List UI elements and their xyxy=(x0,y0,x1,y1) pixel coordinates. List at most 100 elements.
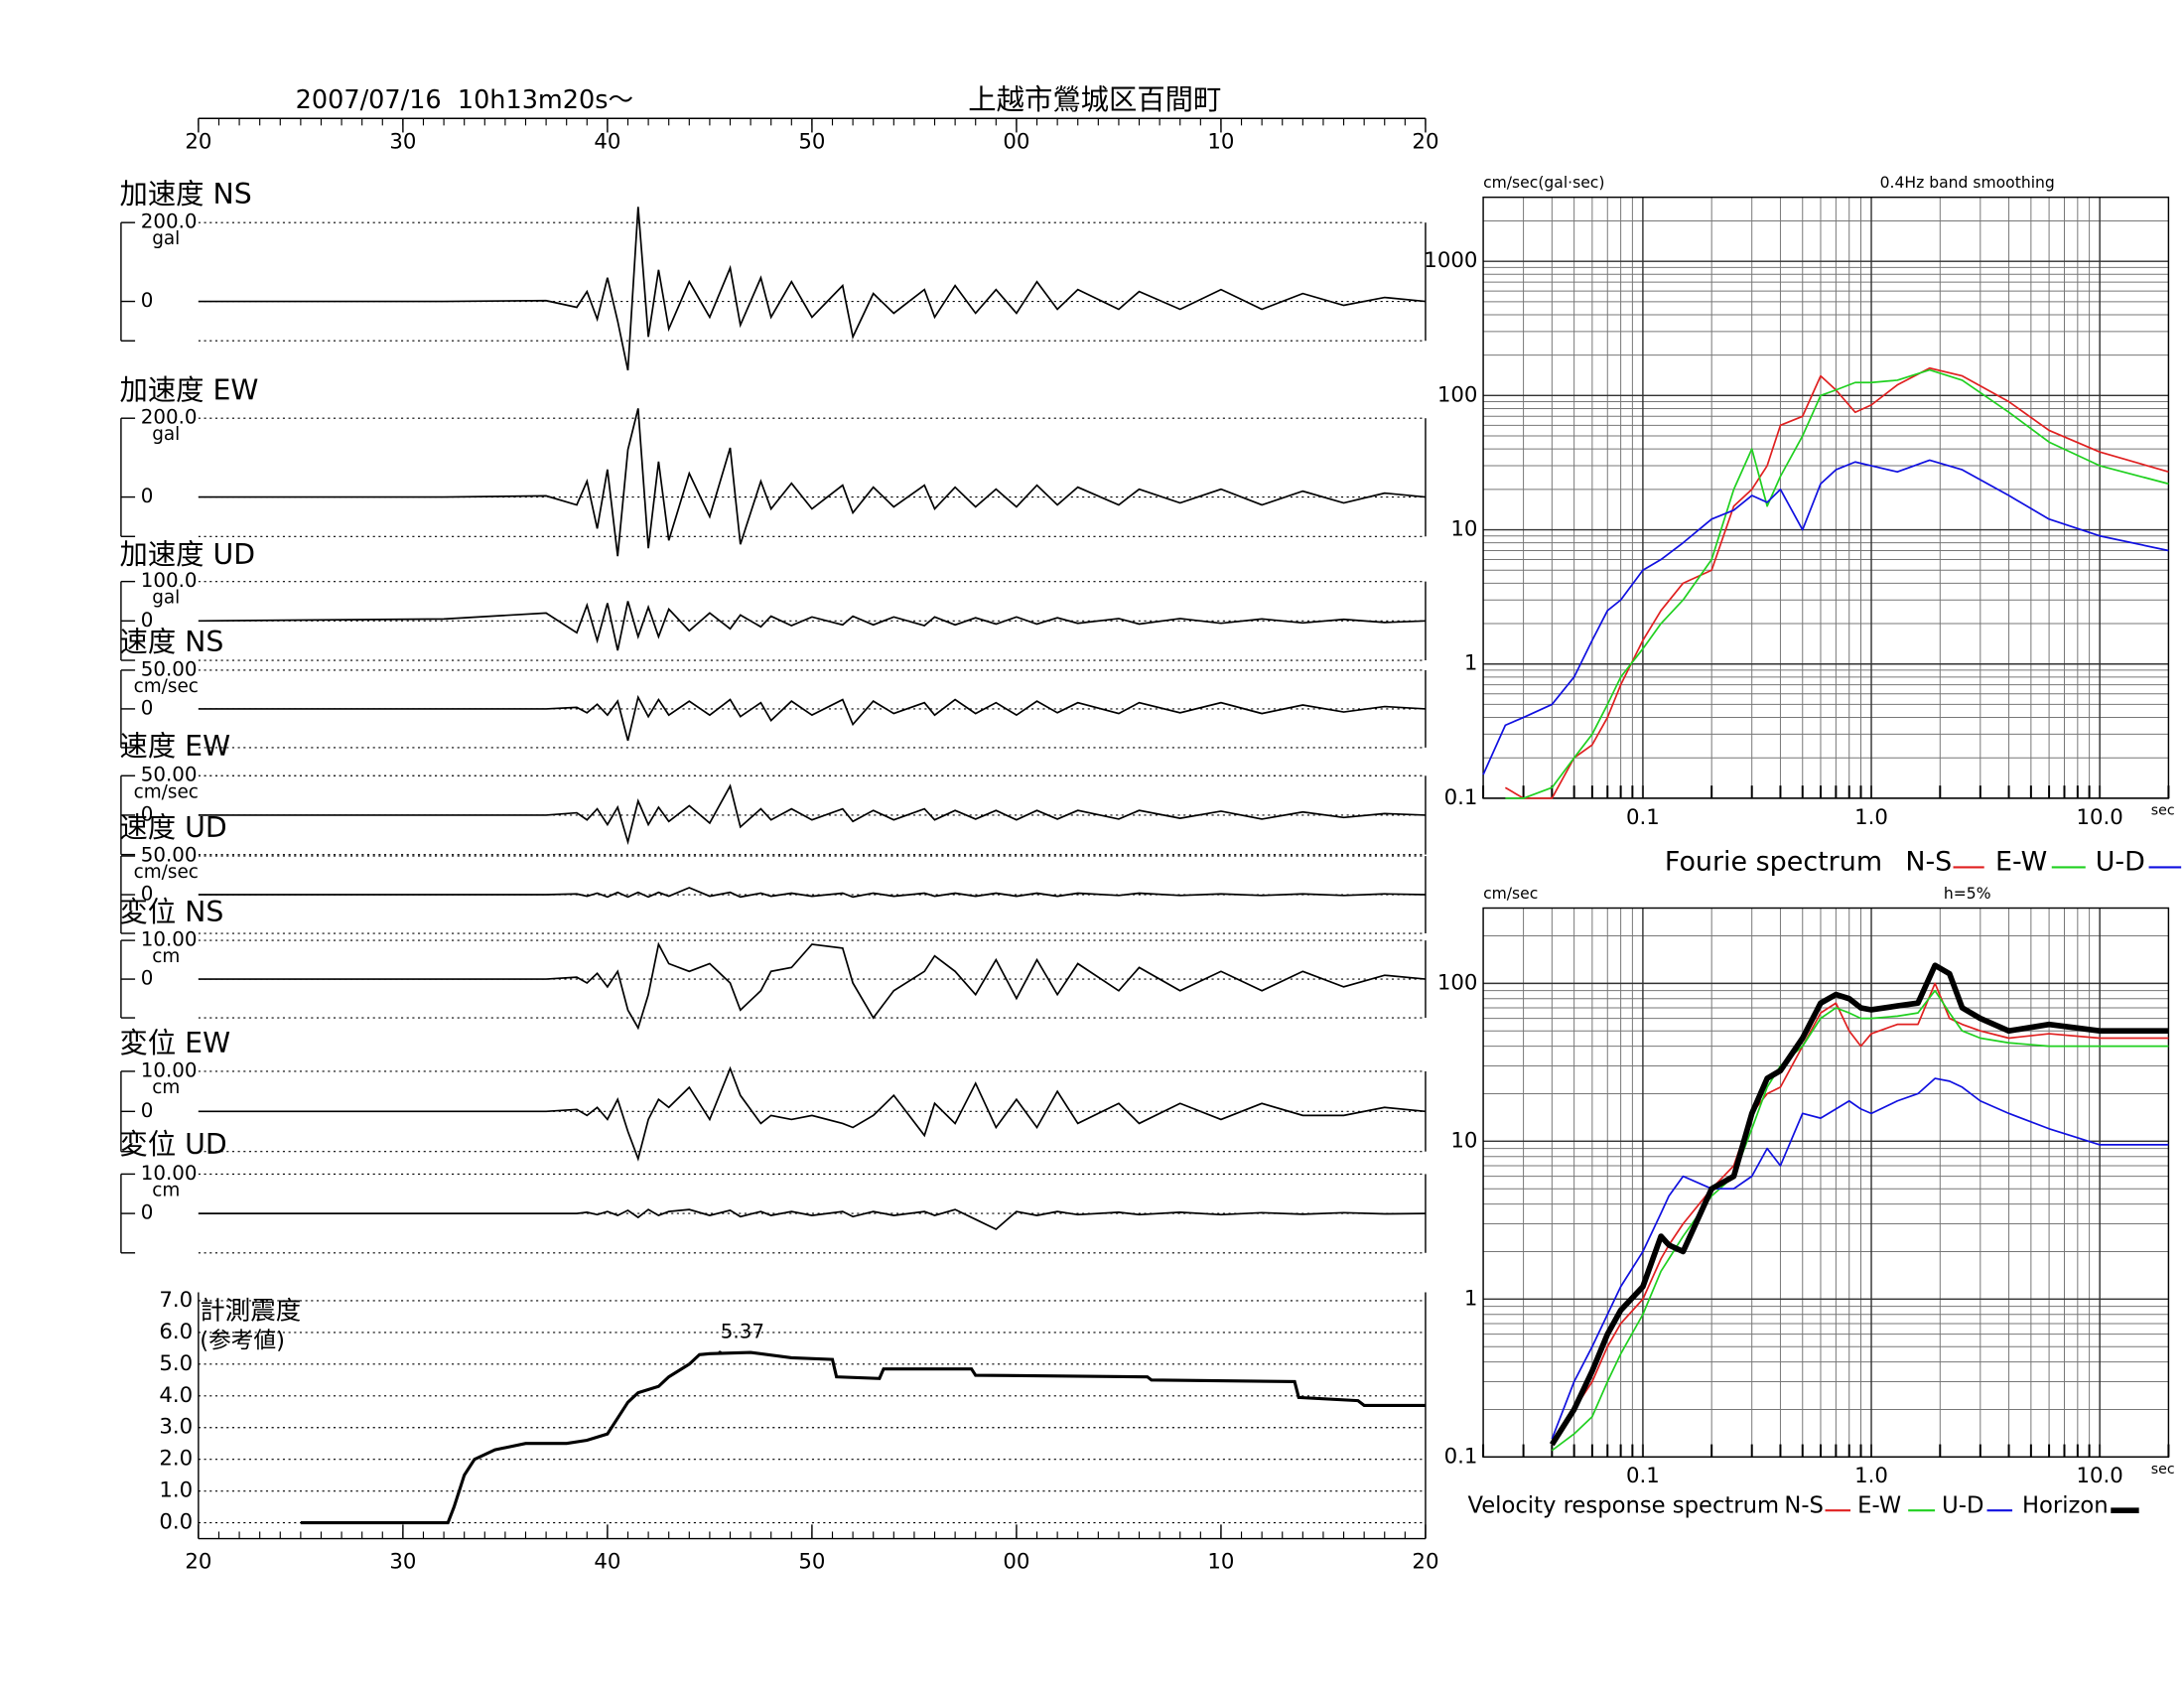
header-datetime: 2007/07/16 10h13m20s〜 xyxy=(296,85,633,115)
y-tick-label: 7.0 xyxy=(159,1288,193,1313)
legend-label: E-W xyxy=(1995,847,2047,878)
unit-label: gal xyxy=(152,228,180,249)
panel-title: 加速度 NS xyxy=(119,178,251,211)
annotation: 5.37 xyxy=(721,1321,764,1343)
y-tick-label: 0 xyxy=(141,1201,154,1224)
unit-label: cm/sec xyxy=(1483,885,1538,903)
y-tick-label: 0 xyxy=(141,802,154,825)
x-tick-label: 00 xyxy=(1003,1550,1029,1575)
x-tick-label: 50 xyxy=(798,129,825,154)
data-line xyxy=(1551,982,2169,1446)
chart-subtitle: h=5% xyxy=(1944,885,1991,903)
x-tick-label: 10.0 xyxy=(2076,805,2122,830)
y-tick-label: 4.0 xyxy=(159,1383,193,1408)
y-tick-label: 0.1 xyxy=(1444,785,1478,810)
x-tick-label: 30 xyxy=(389,129,416,154)
x-tick-label: 0.1 xyxy=(1626,1464,1660,1488)
x-tick-label: 10.0 xyxy=(2076,1464,2122,1488)
panel-title: 変位 UD xyxy=(119,1128,226,1161)
chart-subtitle: 0.4Hz band smoothing xyxy=(1880,174,2055,192)
x-unit: sec xyxy=(2151,1462,2175,1477)
y-tick-label: 50.00 xyxy=(141,844,198,867)
y-tick-label: 200.0 xyxy=(141,406,198,429)
x-tick-label: 50 xyxy=(798,1550,825,1575)
unit-label: gal xyxy=(152,588,180,609)
y-tick-label: 0 xyxy=(141,289,154,312)
legend-title: Velocity response spectrum xyxy=(1467,1492,1779,1518)
x-unit: sec xyxy=(2151,803,2175,819)
x-tick-label: 1.0 xyxy=(1854,1464,1888,1488)
y-tick-label: 0.0 xyxy=(159,1510,193,1535)
data-line xyxy=(198,1208,1426,1230)
y-tick-label: 0 xyxy=(141,485,154,507)
data-line xyxy=(198,408,1427,557)
y-tick-label: 0 xyxy=(141,696,154,719)
y-tick-label: 10.00 xyxy=(141,928,198,951)
x-tick-label: 20 xyxy=(185,1550,211,1575)
y-tick-label: 6.0 xyxy=(159,1320,193,1344)
y-tick-label: 10 xyxy=(1450,517,1477,542)
y-tick-label: 1 xyxy=(1464,1286,1478,1311)
x-tick-label: 00 xyxy=(1003,129,1029,154)
data-line xyxy=(198,1065,1427,1162)
y-tick-label: 1000 xyxy=(1424,248,1477,273)
x-tick-label: 10 xyxy=(1207,1550,1234,1575)
y-tick-label: 10.00 xyxy=(141,1058,198,1081)
chart-title: 計測震度 xyxy=(200,1296,301,1326)
legend-label: Horizon xyxy=(2022,1492,2109,1518)
panel-title: 加速度 UD xyxy=(119,538,255,571)
y-tick-label: 2.0 xyxy=(159,1447,193,1472)
data-line xyxy=(1551,1077,2169,1440)
unit-label: cm/sec xyxy=(134,676,199,697)
unit-label: cm xyxy=(152,1180,180,1200)
x-tick-label: 0.1 xyxy=(1626,805,1660,830)
legend-label: N-S xyxy=(1784,1492,1824,1518)
y-tick-label: 3.0 xyxy=(159,1415,193,1440)
x-tick-label: 30 xyxy=(389,1550,416,1575)
legend-label: U-D xyxy=(1942,1492,1983,1518)
y-tick-label: 1.0 xyxy=(159,1478,193,1503)
x-tick-label: 20 xyxy=(1412,129,1438,154)
y-tick-label: 10.00 xyxy=(141,1162,198,1185)
legend-label: E-W xyxy=(1857,1492,1901,1518)
plot-frame xyxy=(1482,196,2170,799)
unit-label: cm xyxy=(152,1077,180,1098)
chart-subtitle: (参考値) xyxy=(200,1329,285,1354)
x-tick-label: 20 xyxy=(1412,1550,1438,1575)
panel-title: 速度 NS xyxy=(119,626,223,658)
y-tick-label: 0.1 xyxy=(1444,1444,1478,1469)
data-line xyxy=(1551,989,2169,1452)
unit-label: cm/sec xyxy=(134,781,199,802)
legend-label: N-S xyxy=(1905,847,1952,878)
unit-label: cm xyxy=(152,946,180,967)
data-line xyxy=(1482,459,2169,775)
data-line xyxy=(1505,368,2169,799)
data-line xyxy=(198,887,1426,899)
data-line xyxy=(198,941,1427,1031)
legend-title: Fourie spectrum xyxy=(1665,847,1882,878)
y-tick-label: 0 xyxy=(141,967,154,990)
y-tick-label: 200.0 xyxy=(141,211,198,233)
legend-label: U-D xyxy=(2096,847,2145,878)
unit-label: gal xyxy=(152,424,180,445)
panel-title: 速度 EW xyxy=(119,730,230,763)
unit-label: cm/sec(gal·sec) xyxy=(1483,174,1604,192)
annotation-dot xyxy=(718,1350,722,1354)
header-location: 上越市鶯城区百間町 xyxy=(968,83,1221,116)
x-tick-label: 10 xyxy=(1207,129,1234,154)
panel-title: 速度 UD xyxy=(119,811,226,844)
data-line xyxy=(198,207,1427,371)
y-tick-label: 10 xyxy=(1450,1128,1477,1153)
y-tick-label: 100 xyxy=(1437,970,1478,995)
y-tick-label: 1 xyxy=(1464,651,1478,676)
x-tick-label: 1.0 xyxy=(1854,805,1888,830)
panel-title: 変位 EW xyxy=(119,1027,230,1059)
y-tick-label: 0 xyxy=(141,1099,154,1122)
unit-label: cm/sec xyxy=(134,862,199,883)
data-line xyxy=(1549,962,2169,1447)
data-line xyxy=(1504,366,2169,799)
plot-frame xyxy=(1482,907,2170,1459)
y-tick-label: 50.00 xyxy=(141,764,198,786)
